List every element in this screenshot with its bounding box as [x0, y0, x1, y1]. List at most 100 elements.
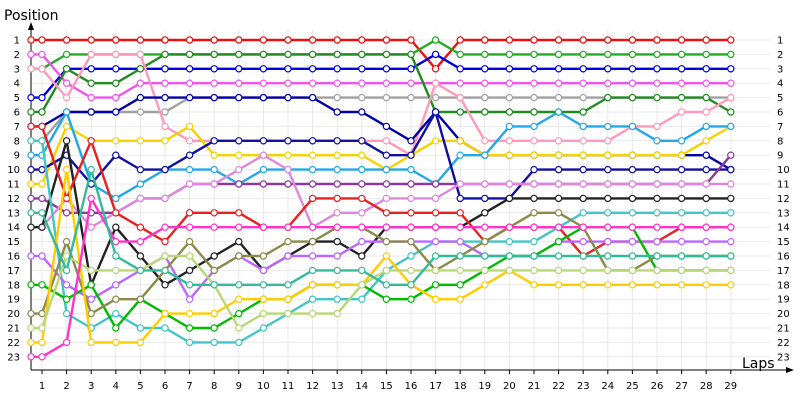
series-point: [653, 65, 661, 73]
series-point: [27, 137, 35, 145]
series-point: [431, 36, 440, 44]
series-point: [677, 137, 686, 145]
y-tick-label-right: 8: [777, 136, 783, 147]
series-point: [308, 50, 317, 59]
series-point: [235, 180, 243, 188]
x-tick-label: 14: [355, 381, 368, 392]
series-point: [481, 180, 489, 188]
series-7: [27, 50, 735, 159]
series-point: [136, 50, 145, 59]
series-point: [579, 266, 587, 275]
series-point: [308, 237, 317, 246]
y-tick-label-right: 20: [777, 309, 790, 320]
series-point: [456, 266, 464, 275]
series-point: [259, 309, 268, 318]
y-tick-label-right: 14: [777, 223, 790, 234]
series-point: [554, 281, 563, 289]
series-6: [27, 50, 735, 116]
series-point: [62, 295, 71, 303]
y-tick-label-right: 15: [777, 237, 790, 248]
series-point: [505, 137, 514, 145]
series-point: [505, 79, 514, 87]
series-point: [382, 223, 391, 231]
series-point: [136, 165, 145, 174]
series-point: [235, 151, 243, 159]
series-point: [284, 151, 292, 159]
series-point: [235, 137, 243, 145]
series-point: [481, 151, 489, 159]
x-tick-label: 13: [331, 381, 344, 392]
series-point: [727, 165, 735, 174]
series-point: [677, 237, 686, 246]
series-point: [604, 165, 612, 174]
series-point: [112, 252, 120, 260]
series-point: [185, 223, 194, 231]
series-point: [579, 237, 587, 246]
y-tick-label-right: 23: [777, 352, 790, 363]
series-point: [407, 93, 415, 102]
series-line: [31, 53, 731, 99]
series-point: [161, 36, 169, 44]
x-tick-label: 11: [282, 381, 295, 392]
series-point: [87, 266, 95, 275]
y-tick-label-right: 18: [777, 280, 790, 291]
y-tick-label-left: 7: [14, 122, 20, 133]
series-point: [702, 281, 710, 289]
series-point: [27, 252, 35, 260]
series-point: [62, 122, 71, 131]
series-point: [702, 237, 710, 246]
series-point: [235, 50, 243, 59]
series-point: [112, 266, 120, 275]
series-point: [259, 36, 268, 44]
series-point: [210, 79, 218, 87]
x-tick-label: 20: [503, 381, 516, 392]
x-tick-label: 15: [380, 381, 393, 392]
series-point: [653, 252, 661, 260]
series-point: [136, 36, 145, 44]
series-point: [38, 93, 46, 102]
series-point: [161, 309, 169, 318]
series-point: [407, 151, 415, 159]
series-point: [308, 266, 317, 275]
series-point: [727, 36, 735, 44]
series-point: [259, 79, 268, 87]
series-point: [185, 252, 194, 260]
series-point: [284, 165, 292, 174]
series-point: [210, 266, 218, 275]
series-point: [308, 223, 317, 231]
series-point: [382, 36, 391, 44]
series-line: [31, 53, 732, 114]
series-point: [235, 165, 243, 174]
series-point: [530, 266, 538, 275]
series-point: [431, 266, 440, 275]
series-point: [161, 281, 169, 289]
series-point: [579, 194, 587, 203]
series-point: [161, 108, 169, 116]
x-tick-labels: 1 2 3 4 5 6 7 8 9 10 11 12 13 14 15 16 17 18 19 20 21 22 23 24 2…: [39, 370, 737, 392]
series-point: [530, 151, 538, 159]
x-tick-label: 27: [675, 381, 688, 392]
series-point: [27, 338, 35, 347]
series-point: [702, 223, 710, 231]
series-point: [210, 309, 218, 318]
series-point: [112, 65, 120, 73]
x-tick-label: 29: [724, 381, 737, 392]
x-tick-label: 16: [405, 381, 418, 392]
x-tick-label: 18: [454, 381, 467, 392]
series-point: [604, 93, 612, 102]
series-point: [407, 79, 415, 87]
series-point: [210, 36, 218, 44]
series-point: [481, 50, 489, 59]
series-point: [382, 137, 391, 145]
series-point: [185, 209, 194, 217]
series-point: [628, 36, 637, 44]
y-tick-label-left: 2: [14, 50, 20, 61]
y-tick-label-right: 13: [777, 208, 790, 219]
series-point: [456, 79, 464, 87]
series-point: [358, 65, 366, 73]
series-point: [38, 209, 46, 217]
series-point: [87, 295, 95, 303]
series-point: [431, 223, 440, 231]
y-tick-label-left: 4: [14, 79, 20, 90]
series-point: [62, 50, 71, 59]
